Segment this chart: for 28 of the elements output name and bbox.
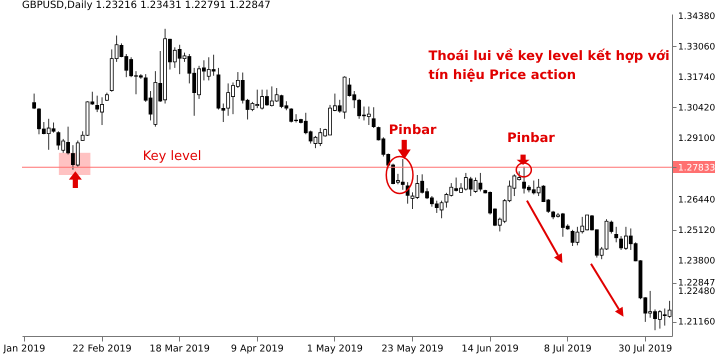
x-tick-label: 23 May 2019 [382,344,444,354]
annotation: Pinbar [507,130,555,148]
x-tick-label: Jan 2019 [2,344,46,354]
annotation: Thoái lui về key level kết hợp với tín hiệu Price action [428,48,670,85]
y-tick-label: 1.31740 [678,72,716,83]
y-tick-label: 1.33060 [678,42,716,52]
ref-line-label: Key level [142,148,202,166]
y-tick-label: 1.21160 [678,318,716,328]
x-tick-label: 22 Feb 2019 [72,344,132,354]
y-tick-label: 1.27833 [678,163,716,174]
candlestick [372,106,376,129]
annotation: Pinbar [388,122,436,140]
y-tick-label: 1.34380 [678,12,716,22]
x-tick-label: 8 Jul 2019 [544,344,592,354]
x-tick-label: 14 Jun 2019 [462,344,519,354]
candlestick [614,226,618,243]
x-tick-label: 9 Apr 2019 [230,344,284,354]
x-tick-label: 1 May 2019 [306,344,363,354]
chart-title: GBPUSD,Daily 1.23216 1.23431 1.22791 1.22847 [22,0,271,11]
y-tick-label: 1.30420 [678,103,716,114]
x-tick-label: 30 Jul 2019 [618,344,672,354]
y-tick-label: 1.26440 [678,196,716,206]
y-tick-label: 1.22480 [678,287,716,298]
candlestick [32,93,36,110]
y-tick-label: 1.29100 [678,134,716,144]
x-tick-label: 18 Mar 2019 [150,344,210,354]
y-tick-label: 1.23800 [678,256,716,267]
y-tick-label: 1.25120 [678,226,716,236]
